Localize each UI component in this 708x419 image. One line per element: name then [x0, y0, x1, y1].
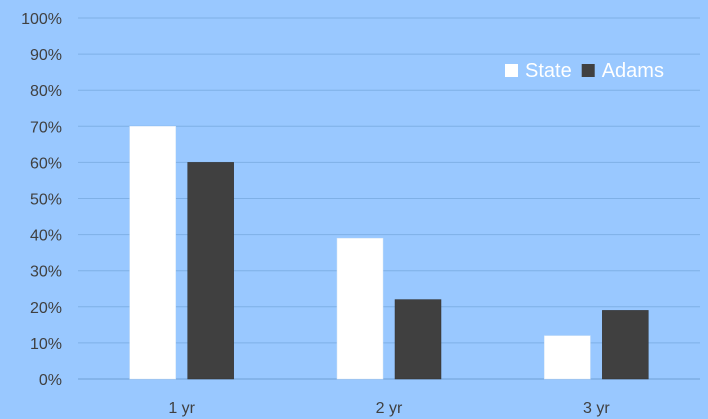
y-tick-label: 20%	[30, 300, 62, 317]
bars	[129, 126, 649, 380]
y-tick-label: 10%	[30, 336, 62, 353]
x-category-label: 3 yr	[583, 400, 610, 417]
x-category-label: 1 yr	[168, 400, 195, 417]
x-category-label: 2 yr	[376, 400, 403, 417]
y-tick-label: 70%	[30, 119, 62, 136]
legend-label-state: State	[525, 60, 572, 82]
bar-adams-2-yr	[394, 299, 442, 380]
legend-label-adams: Adams	[602, 60, 664, 82]
legend-swatch-state	[505, 64, 518, 77]
bar-state-3-yr	[544, 335, 591, 380]
bar-state-2-yr	[336, 237, 384, 380]
legend: State Adams	[505, 60, 664, 82]
y-tick-label: 80%	[30, 83, 62, 100]
bar-adams-1-yr	[187, 162, 234, 380]
x-axis-category-labels: 1 yr 2 yr 3 yr	[168, 400, 610, 417]
y-tick-label: 40%	[30, 228, 62, 245]
y-tick-label: 90%	[30, 47, 62, 64]
y-tick-label: 60%	[30, 155, 62, 172]
bar-adams-3-yr	[602, 310, 649, 380]
y-axis-tick-labels: 0% 10% 20% 30% 40% 50% 60% 70% 80% 90% 100%	[21, 11, 62, 389]
gridlines	[78, 17, 700, 380]
y-tick-label: 50%	[30, 192, 62, 209]
y-tick-label: 0%	[39, 372, 62, 389]
y-tick-label: 30%	[30, 264, 62, 281]
bar-state-1-yr	[129, 126, 176, 380]
legend-swatch-adams	[581, 64, 595, 77]
y-tick-label: 100%	[21, 11, 62, 28]
